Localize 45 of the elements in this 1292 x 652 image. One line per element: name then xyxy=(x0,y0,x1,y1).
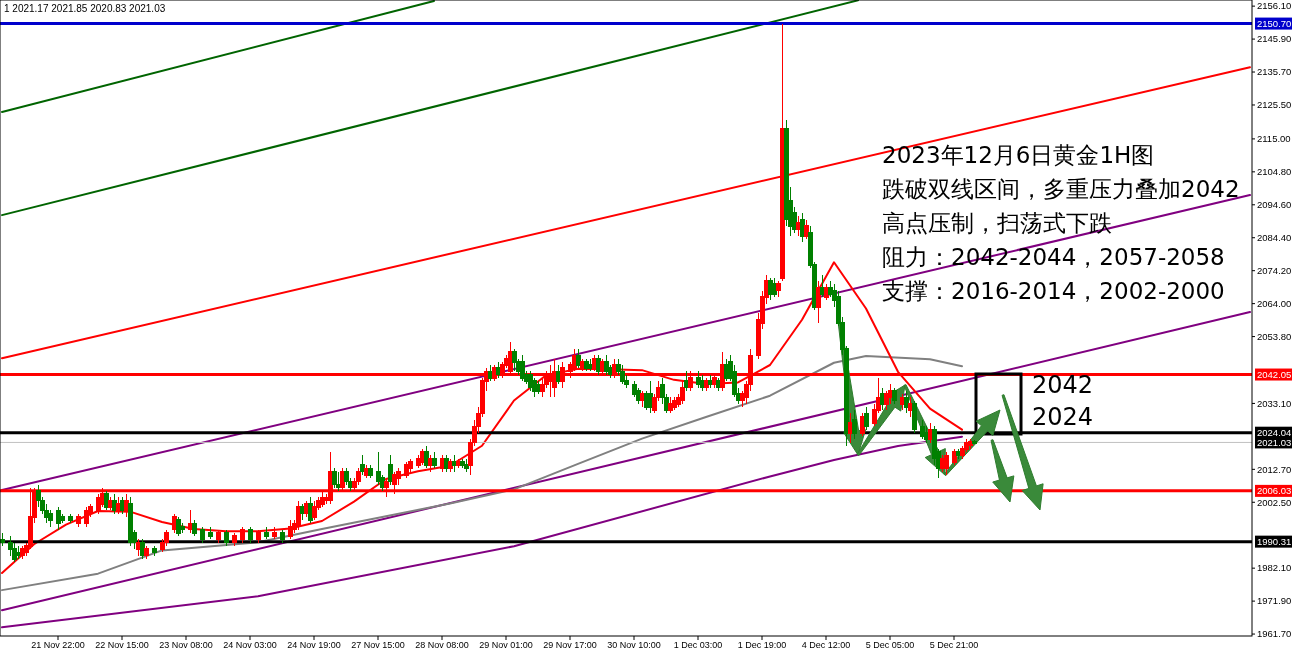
ref-line-label: 2150.70 xyxy=(1257,17,1292,29)
ref-line-label: 2006.03 xyxy=(1257,485,1292,497)
y-tick-label: 2064.00 xyxy=(1257,297,1292,309)
y-tick-label: 1982.10 xyxy=(1257,562,1292,574)
y-tick-label: 2156.10 xyxy=(1257,0,1292,12)
y-tick-label: 2115.00 xyxy=(1257,133,1291,145)
x-tick-label: 1 Dec 19:00 xyxy=(737,640,787,650)
x-tick-label: 5 Dec 05:00 xyxy=(865,640,915,650)
x-tick-label: 28 Nov 08:00 xyxy=(415,640,469,650)
y-tick-label: 2084.40 xyxy=(1257,232,1292,244)
y-tick-label: 2094.60 xyxy=(1257,199,1292,211)
y-tick-label: 1961.70 xyxy=(1257,628,1292,640)
y-tick-label: 2104.80 xyxy=(1257,166,1292,178)
ref-line-label: 1990.31 xyxy=(1257,535,1292,547)
y-tick-label: 2145.90 xyxy=(1257,33,1292,45)
annotation: 高点压制，扫荡式下跌 xyxy=(882,210,1112,236)
x-tick-label: 29 Nov 17:00 xyxy=(543,640,597,650)
x-tick-label: 29 Nov 01:00 xyxy=(479,640,533,650)
y-tick-label: 2002.50 xyxy=(1257,496,1292,508)
annotation: 1 2021.17 2021.85 2020.83 2021.03 xyxy=(4,3,166,14)
x-tick-label: 30 Nov 10:00 xyxy=(607,640,661,650)
y-tick-label: 2012.70 xyxy=(1257,463,1292,475)
y-tick-label: 2033.10 xyxy=(1257,397,1292,409)
x-tick-label: 22 Nov 15:00 xyxy=(95,640,149,650)
ref-line-label: 2021.03 xyxy=(1257,436,1292,448)
y-tick-label: 2074.20 xyxy=(1257,265,1292,276)
y-tick-label: 2053.80 xyxy=(1257,330,1292,342)
x-tick-label: 23 Nov 08:00 xyxy=(159,640,213,650)
x-tick-label: 21 Nov 22:00 xyxy=(31,640,85,650)
ref-line-label: 2024.04 xyxy=(1257,427,1292,439)
x-tick-label: 5 Dec 21:00 xyxy=(929,640,979,650)
x-tick-label: 1 Dec 03:00 xyxy=(673,640,723,650)
x-tick-label: 24 Nov 19:00 xyxy=(287,640,341,650)
ref-line-label: 2042.05 xyxy=(1257,368,1292,380)
annotation: 2042 xyxy=(1032,371,1094,399)
annotation: 2024 xyxy=(1032,403,1094,431)
y-tick-label: 1971.90 xyxy=(1257,595,1292,607)
annotation: 2023年12月6日黄金1H图 xyxy=(882,142,1155,168)
annotation: 支撑：2016-2014，2002-2000 xyxy=(882,278,1225,304)
y-tick-label: 2125.50 xyxy=(1257,99,1292,111)
x-tick-label: 24 Nov 03:00 xyxy=(223,640,277,650)
y-tick-label: 2135.70 xyxy=(1257,66,1292,78)
x-tick-label: 27 Nov 15:00 xyxy=(351,640,405,650)
x-tick-label: 4 Dec 12:00 xyxy=(801,640,851,650)
annotation: 跌破双线区间，多重压力叠加2042 xyxy=(882,176,1240,202)
